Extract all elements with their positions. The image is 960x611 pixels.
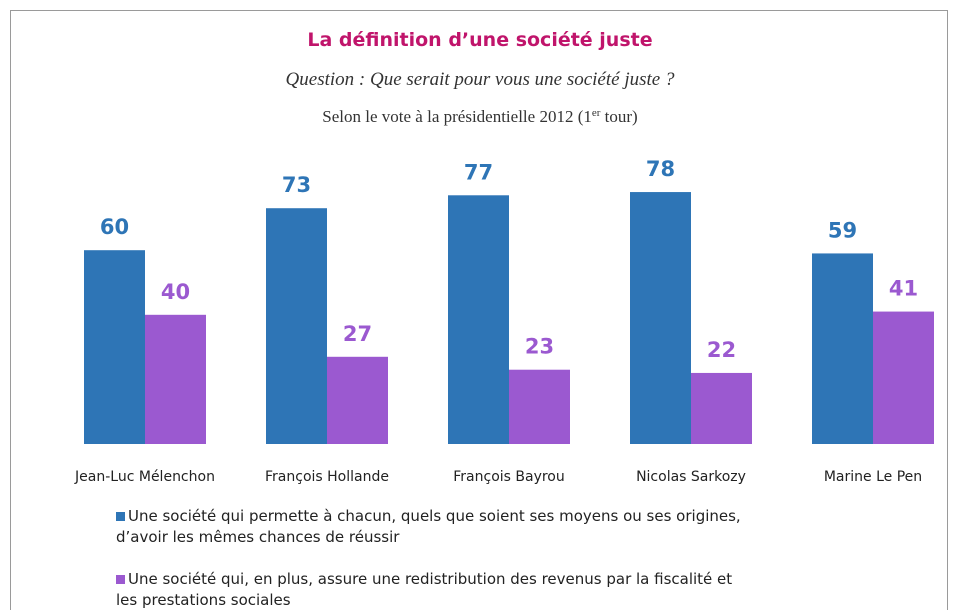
data-label: 41: [889, 277, 918, 301]
data-label: 78: [646, 157, 675, 181]
bar: [84, 250, 145, 444]
x-tick-label: Nicolas Sarkozy: [636, 469, 746, 485]
frame: [10, 10, 948, 610]
data-label: 40: [161, 280, 190, 304]
bar: [145, 314, 206, 444]
bar: [812, 253, 873, 444]
data-label: 22: [707, 338, 736, 362]
data-label: 27: [343, 322, 372, 346]
data-label: 73: [282, 173, 311, 197]
x-tick-label: François Bayrou: [453, 469, 565, 485]
subtitle-part: Selon le vote à la présidentielle 2012 (…: [322, 107, 592, 126]
bar: [509, 369, 570, 444]
chart-subtitle-2: Selon le vote à la présidentielle 2012 (…: [322, 107, 637, 126]
bar: [327, 356, 388, 444]
legend-item: Une société qui permette à chacun, quels…: [116, 506, 756, 548]
data-label: 60: [100, 215, 129, 239]
chart-title: La définition d’une société juste: [307, 29, 652, 51]
chart-subtitle: Question : Que serait pour vous une soci…: [286, 69, 675, 90]
x-tick-label: Marine Le Pen: [824, 469, 922, 485]
data-label: 59: [828, 218, 857, 242]
legend-label: Une société qui permette à chacun, quels…: [116, 507, 741, 546]
legend-swatch: [116, 575, 125, 584]
bar: [266, 208, 327, 444]
x-tick-label: Jean-Luc Mélenchon: [74, 469, 215, 485]
data-label: 77: [464, 160, 493, 184]
legend-swatch: [116, 512, 125, 521]
data-label: 23: [525, 335, 554, 359]
subtitle-sup: er: [592, 107, 601, 119]
bar: [448, 195, 509, 444]
legend-label: Une société qui, en plus, assure une red…: [116, 570, 733, 609]
subtitle-part: tour): [600, 107, 637, 126]
bar: [691, 372, 752, 444]
bar: [630, 192, 691, 444]
x-tick-label: François Hollande: [265, 469, 389, 485]
legend-item: Une société qui, en plus, assure une red…: [116, 569, 756, 611]
bar: [873, 311, 934, 444]
